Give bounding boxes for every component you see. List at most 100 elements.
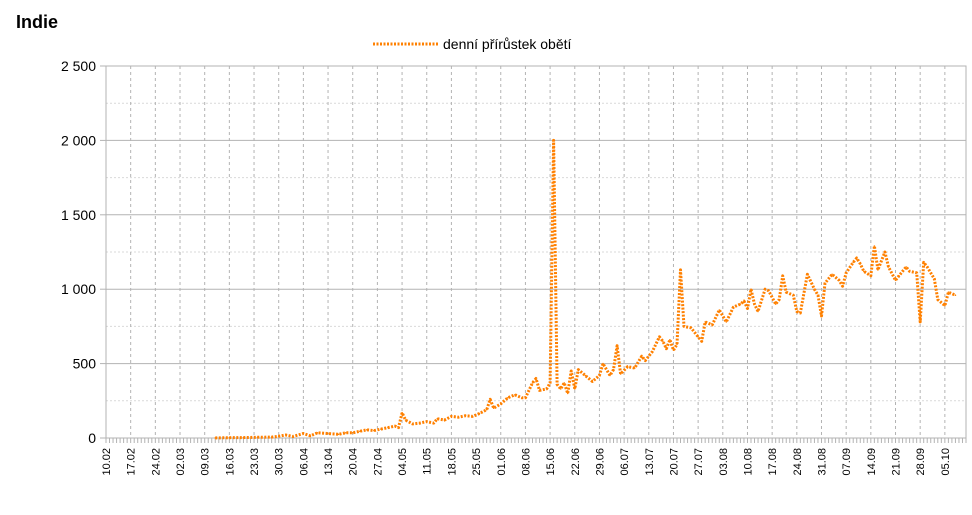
series-layer bbox=[214, 138, 957, 440]
legend[interactable]: denní přírůstek obětí bbox=[373, 36, 572, 52]
data-point bbox=[884, 251, 886, 253]
data-point bbox=[552, 139, 555, 142]
data-point bbox=[538, 389, 541, 392]
data-point bbox=[531, 382, 534, 384]
data-point bbox=[609, 374, 611, 377]
data-point bbox=[563, 382, 565, 384]
data-point bbox=[485, 408, 488, 411]
x-tick-label: 10.02 bbox=[101, 448, 113, 476]
x-tick-label: 16.03 bbox=[224, 448, 236, 476]
data-point bbox=[831, 273, 833, 276]
data-point bbox=[855, 257, 858, 259]
data-point bbox=[711, 324, 713, 326]
data-point bbox=[545, 388, 548, 390]
data-point bbox=[270, 436, 273, 438]
data-point bbox=[457, 416, 460, 419]
data-point bbox=[785, 291, 787, 294]
data-point bbox=[739, 303, 742, 305]
data-point bbox=[242, 436, 245, 439]
data-point bbox=[792, 294, 795, 297]
data-point bbox=[898, 275, 900, 277]
data-point bbox=[584, 374, 587, 377]
data-point bbox=[781, 275, 784, 277]
data-point bbox=[478, 412, 481, 415]
x-tick-label: 30.03 bbox=[274, 448, 286, 476]
data-point bbox=[214, 437, 217, 439]
data-point bbox=[915, 272, 918, 274]
data-point bbox=[598, 374, 601, 377]
data-point bbox=[559, 388, 562, 390]
data-point bbox=[256, 436, 259, 439]
data-point bbox=[521, 397, 523, 399]
data-point bbox=[676, 343, 678, 346]
data-point bbox=[285, 434, 287, 436]
data-point bbox=[820, 315, 823, 317]
x-tick-label: 06.04 bbox=[298, 448, 310, 476]
data-point bbox=[640, 355, 643, 358]
x-tick-label: 10.08 bbox=[742, 448, 754, 476]
data-point bbox=[757, 310, 759, 313]
data-point bbox=[570, 370, 572, 372]
data-point bbox=[817, 294, 819, 297]
data-point bbox=[524, 397, 527, 399]
x-tick-label: 11.05 bbox=[422, 448, 434, 475]
x-tick-label: 28.09 bbox=[915, 448, 927, 476]
y-axis-ticks: 0 500 1 000 1 500 2 000 2 500 bbox=[61, 58, 96, 446]
data-point bbox=[774, 303, 777, 305]
data-point bbox=[824, 282, 826, 285]
data-point bbox=[947, 291, 950, 294]
x-tick-label: 27.04 bbox=[372, 448, 384, 476]
data-point bbox=[351, 432, 354, 434]
x-tick-label: 20.04 bbox=[348, 448, 360, 476]
data-point bbox=[574, 388, 576, 390]
data-point bbox=[616, 344, 618, 347]
y-tick-label: 2 000 bbox=[61, 132, 96, 148]
data-point bbox=[450, 415, 453, 418]
x-tick-label: 31.08 bbox=[816, 448, 828, 476]
data-point bbox=[743, 300, 745, 302]
data-point bbox=[366, 429, 368, 431]
data-point bbox=[302, 432, 305, 435]
data-point bbox=[778, 298, 780, 301]
data-point bbox=[852, 261, 854, 264]
data-point bbox=[870, 275, 872, 277]
x-tick-label: 29.06 bbox=[594, 448, 606, 476]
data-point bbox=[908, 270, 911, 273]
data-point bbox=[750, 288, 752, 291]
data-point bbox=[566, 392, 569, 395]
x-tick-label: 13.07 bbox=[644, 448, 656, 476]
data-point bbox=[799, 312, 802, 314]
x-tick-label: 08.06 bbox=[520, 448, 532, 476]
y-tick-label: 1 500 bbox=[61, 207, 96, 223]
data-point bbox=[464, 414, 467, 417]
x-tick-label: 01.06 bbox=[496, 448, 508, 476]
x-tick-label: 03.08 bbox=[718, 448, 730, 476]
data-point bbox=[644, 359, 647, 362]
x-tick-label: 22.06 bbox=[570, 448, 582, 476]
data-point bbox=[704, 321, 706, 323]
data-point bbox=[863, 270, 865, 273]
data-point bbox=[877, 269, 879, 271]
x-tick-label: 24.08 bbox=[792, 448, 804, 476]
x-tick-label: 07.09 bbox=[841, 448, 853, 476]
data-point bbox=[859, 263, 862, 265]
data-point bbox=[443, 419, 446, 421]
data-point bbox=[873, 245, 876, 247]
data-point bbox=[718, 309, 721, 311]
data-point bbox=[436, 417, 439, 420]
x-tick-label: 17.08 bbox=[767, 448, 779, 476]
data-point bbox=[926, 266, 928, 268]
data-point bbox=[433, 422, 435, 424]
data-point bbox=[767, 289, 770, 292]
data-point bbox=[954, 294, 957, 297]
data-point bbox=[404, 419, 407, 421]
data-point bbox=[316, 432, 319, 434]
data-point bbox=[397, 426, 400, 429]
x-tick-label: 02.03 bbox=[175, 448, 187, 476]
data-point bbox=[922, 261, 925, 264]
data-point bbox=[373, 429, 375, 432]
x-tick-label: 14.09 bbox=[866, 448, 878, 476]
data-point bbox=[838, 279, 840, 282]
data-point bbox=[697, 336, 699, 338]
